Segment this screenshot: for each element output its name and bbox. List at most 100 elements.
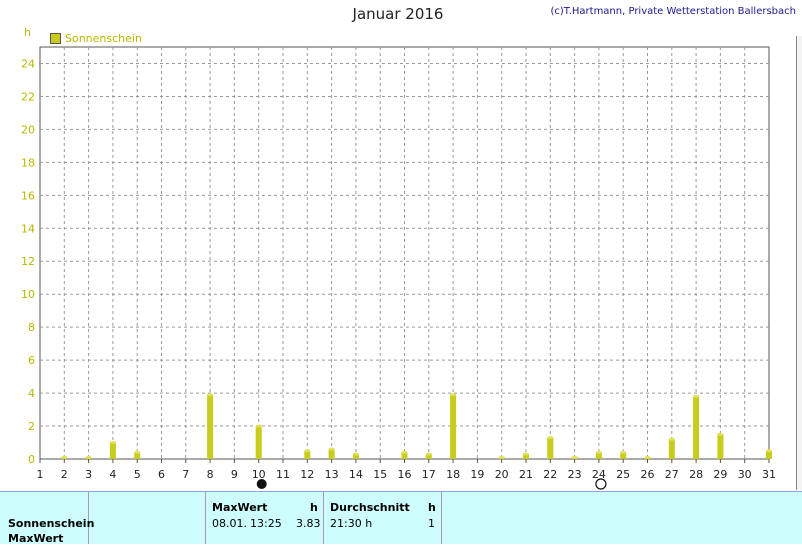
- sunshine-bar: [450, 394, 457, 459]
- max-date: 08.01.: [212, 517, 247, 530]
- sunshine-bar-cap: [401, 450, 408, 454]
- y-tick-label: 18: [21, 156, 35, 169]
- legend: Sonnenschein: [50, 32, 142, 45]
- sunshine-bar: [328, 449, 335, 459]
- footer-row-max: MaxWert: [8, 532, 64, 545]
- sunshine-bar-cap: [352, 452, 359, 456]
- new-moon-icon: [256, 479, 267, 489]
- avg-header: Durchschnitt: [330, 501, 410, 514]
- x-tick-label: 3: [85, 468, 92, 481]
- x-tick-label: 11: [276, 468, 290, 481]
- sunshine-bar-cap: [61, 455, 68, 459]
- x-tick-label: 30: [738, 468, 752, 481]
- sunshine-bar: [523, 454, 529, 459]
- x-tick-label: 13: [325, 468, 339, 481]
- sunshine-bar: [717, 434, 724, 459]
- y-tick-label: 6: [28, 354, 35, 367]
- y-tick-label: 14: [21, 222, 35, 235]
- sunshine-bar: [693, 396, 700, 459]
- sunshine-bar: [425, 454, 432, 459]
- x-tick-label: 14: [349, 468, 363, 481]
- sunshine-bar-cap: [109, 441, 116, 445]
- scrollbar-strip[interactable]: [796, 36, 802, 490]
- sunshine-bar-cap: [85, 455, 92, 459]
- chart-title: Januar 2016: [352, 5, 444, 23]
- y-tick-label: 4: [28, 387, 35, 400]
- max-header: MaxWert: [212, 501, 268, 514]
- y-axis-unit: h: [24, 26, 31, 39]
- y-tick-label: 20: [21, 123, 35, 136]
- legend-label: Sonnenschein: [65, 32, 142, 45]
- sunshine-bar-cap: [571, 455, 578, 459]
- x-tick-label: 9: [231, 468, 238, 481]
- x-tick-labels: 1 2 3 4 5 6 7 8 9 10 11 12 13 14 15 16 17 18 19 20 21 22 23 24 2…: [37, 468, 777, 481]
- x-tick-label: 31: [762, 468, 776, 481]
- y-tick-label: 16: [21, 189, 35, 202]
- y-tick-label: 0: [28, 453, 35, 466]
- max-time: 13:25: [250, 517, 282, 530]
- x-tick-label: 6: [158, 468, 165, 481]
- sunshine-bar: [352, 454, 359, 459]
- footer-spacer-column: [88, 492, 206, 544]
- x-tick-label: 24: [592, 468, 606, 481]
- footer-label-column: [0, 492, 89, 544]
- x-tick-label: 5: [134, 468, 141, 481]
- y-tick-label: 10: [21, 288, 35, 301]
- x-tick-label: 27: [665, 468, 679, 481]
- y-tick-label: 12: [21, 255, 35, 268]
- x-tick-label: 12: [300, 468, 314, 481]
- x-tick-label: 10: [252, 468, 266, 481]
- y-tick-label: 24: [21, 57, 35, 70]
- sunshine-bar-cap: [717, 432, 724, 436]
- sunshine-bar: [134, 452, 141, 459]
- sunshine-bar: [109, 442, 116, 459]
- y-tick-label: 22: [21, 90, 35, 103]
- x-tick-label: 25: [616, 468, 630, 481]
- sunshine-bar: [668, 439, 675, 459]
- full-moon-icon: [595, 478, 607, 490]
- sunshine-bar: [401, 452, 408, 459]
- x-tick-label: 8: [207, 468, 214, 481]
- sunshine-bar-cap: [523, 452, 529, 456]
- max-unit: h: [310, 501, 318, 514]
- statistics-panel: Sonnenschein MaxWert MaxWert h 08.01. 13…: [0, 491, 802, 545]
- sunshine-bar-cap: [304, 449, 311, 453]
- sunshine-bar-cap: [255, 424, 262, 428]
- x-tick-label: 16: [398, 468, 412, 481]
- sunshine-bar: [620, 452, 627, 459]
- x-tick-label: 20: [495, 468, 509, 481]
- sunshine-bar: [547, 437, 554, 459]
- sunshine-bar: [595, 452, 602, 459]
- x-tick-label: 15: [373, 468, 387, 481]
- sunshine-bar-cap: [207, 393, 214, 397]
- footer-max-column: [205, 492, 324, 544]
- x-tick-label: 26: [641, 468, 655, 481]
- copyright-credit: (c)T.Hartmann, Private Wetterstation Bal…: [550, 6, 796, 17]
- sunshine-bar-cap: [328, 447, 335, 451]
- sunshine-bar-cap: [668, 437, 675, 441]
- sunshine-bar-cap: [766, 449, 772, 453]
- footer-row-sunshine: Sonnenschein: [8, 517, 95, 530]
- moon-phases: [256, 478, 607, 490]
- sunshine-bar: [766, 450, 772, 459]
- sunshine-bar-cap: [620, 450, 627, 454]
- legend-swatch: [50, 33, 61, 44]
- sunshine-bar-cap: [134, 450, 141, 454]
- sunshine-bar: [207, 394, 214, 459]
- x-tick-label: 1: [37, 468, 44, 481]
- max-value: 3.83: [296, 517, 321, 530]
- sunshine-bar-cap: [450, 393, 457, 397]
- x-tick-label: 22: [543, 468, 557, 481]
- y-tick-label: 8: [28, 321, 35, 334]
- sunshine-bar: [255, 426, 262, 459]
- x-tick-label: 7: [182, 468, 189, 481]
- avg-unit: h: [428, 501, 436, 514]
- sunshine-bar-cap: [425, 452, 432, 456]
- avg-value: 1: [428, 517, 435, 530]
- x-tick-label: 29: [713, 468, 727, 481]
- x-tick-label: 19: [470, 468, 484, 481]
- sunshine-bar-cap: [498, 455, 505, 459]
- sunshine-bar-cap: [547, 436, 554, 440]
